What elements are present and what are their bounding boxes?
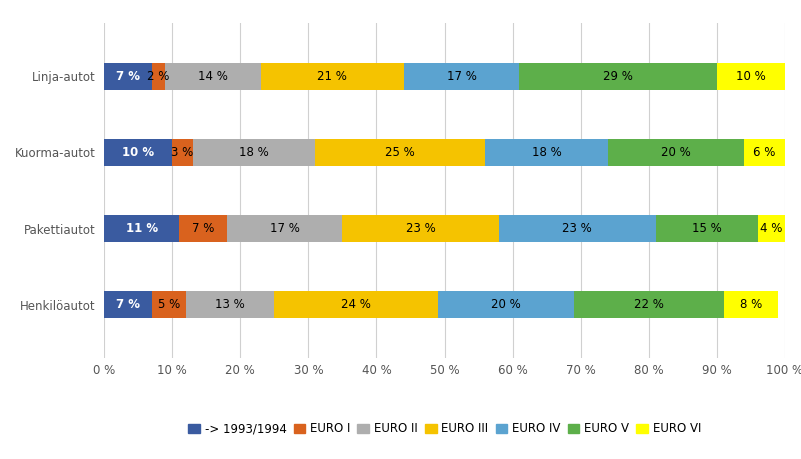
Text: 18 %: 18 %: [532, 146, 562, 159]
Bar: [758, 215, 785, 242]
Text: 25 %: 25 %: [385, 146, 415, 159]
Bar: [520, 63, 717, 90]
Text: 22 %: 22 %: [634, 298, 664, 311]
Text: 20 %: 20 %: [661, 146, 691, 159]
Text: 3 %: 3 %: [171, 146, 194, 159]
Bar: [274, 291, 437, 318]
Text: 7 %: 7 %: [191, 222, 214, 235]
Text: 18 %: 18 %: [239, 146, 269, 159]
Text: 10 %: 10 %: [736, 70, 766, 83]
Text: 4 %: 4 %: [760, 222, 783, 235]
Bar: [499, 215, 655, 242]
Text: 11 %: 11 %: [126, 222, 158, 235]
Bar: [724, 291, 779, 318]
Legend: -> 1993/1994, EURO I, EURO II, EURO III, EURO IV, EURO V, EURO VI: -> 1993/1994, EURO I, EURO II, EURO III,…: [183, 418, 706, 440]
Bar: [744, 139, 785, 166]
Text: 29 %: 29 %: [603, 70, 633, 83]
Bar: [104, 291, 152, 318]
Bar: [166, 63, 261, 90]
Text: 8 %: 8 %: [740, 298, 762, 311]
Bar: [485, 139, 608, 166]
Text: 7 %: 7 %: [116, 298, 140, 311]
Bar: [404, 63, 519, 90]
Bar: [152, 63, 165, 90]
Bar: [193, 139, 316, 166]
Bar: [186, 291, 274, 318]
Text: 10 %: 10 %: [122, 146, 155, 159]
Text: 14 %: 14 %: [198, 70, 228, 83]
Bar: [104, 63, 152, 90]
Bar: [152, 291, 186, 318]
Text: 17 %: 17 %: [447, 70, 477, 83]
Bar: [172, 139, 193, 166]
Text: 13 %: 13 %: [215, 298, 245, 311]
Text: 21 %: 21 %: [317, 70, 347, 83]
Bar: [316, 139, 485, 166]
Bar: [343, 215, 499, 242]
Bar: [179, 215, 227, 242]
Bar: [574, 291, 724, 318]
Text: 6 %: 6 %: [754, 146, 775, 159]
Text: 23 %: 23 %: [562, 222, 592, 235]
Text: 17 %: 17 %: [270, 222, 300, 235]
Text: 23 %: 23 %: [406, 222, 436, 235]
Text: 2 %: 2 %: [147, 70, 170, 83]
Bar: [227, 215, 343, 242]
Text: 7 %: 7 %: [116, 70, 140, 83]
Bar: [608, 139, 744, 166]
Bar: [655, 215, 758, 242]
Bar: [104, 215, 179, 242]
Bar: [717, 63, 785, 90]
Bar: [261, 63, 404, 90]
Text: 20 %: 20 %: [491, 298, 521, 311]
Text: 15 %: 15 %: [692, 222, 722, 235]
Bar: [437, 291, 574, 318]
Text: 5 %: 5 %: [158, 298, 180, 311]
Bar: [104, 139, 172, 166]
Text: 24 %: 24 %: [341, 298, 371, 311]
